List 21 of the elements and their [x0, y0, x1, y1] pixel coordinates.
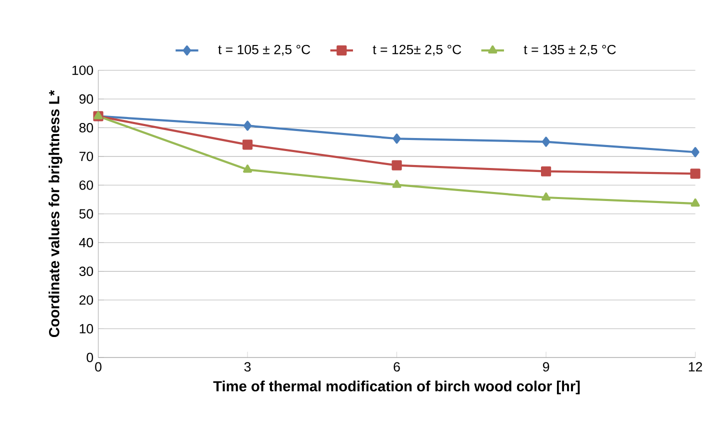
- x-tick-label: 9: [542, 362, 550, 372]
- y-tick-label: 60: [79, 180, 94, 190]
- y-tick-label: 70: [79, 152, 94, 162]
- y-tick-label: 30: [79, 266, 94, 276]
- y-tick-label: 50: [79, 209, 94, 219]
- y-tick-label: 20: [79, 295, 94, 305]
- x-tick-label: 0: [95, 362, 102, 372]
- y-tick-label: 80: [79, 123, 94, 132]
- x-tick-label: 3: [244, 362, 251, 372]
- x-tick-label: 6: [394, 362, 400, 372]
- y-tick-label: 40: [79, 238, 94, 248]
- x-tick-label: 12: [688, 362, 702, 372]
- legend-label: t = 105 ± 2,5 °C: [218, 44, 310, 56]
- y-tick-label: 90: [79, 94, 94, 104]
- y-tick-label: 0: [86, 352, 94, 362]
- y-tick-label: 100: [72, 66, 94, 76]
- legend-label: t = 125± 2,5 °C: [372, 44, 462, 56]
- y-tick-label: 10: [80, 324, 94, 334]
- x-axis-title: Time of thermal modification of birch wood color [hr]: [213, 380, 580, 394]
- legend-label: t = 135 ± 2,5 °C: [524, 44, 616, 56]
- y-axis-title: Coordinate values for brightness L*: [48, 90, 62, 338]
